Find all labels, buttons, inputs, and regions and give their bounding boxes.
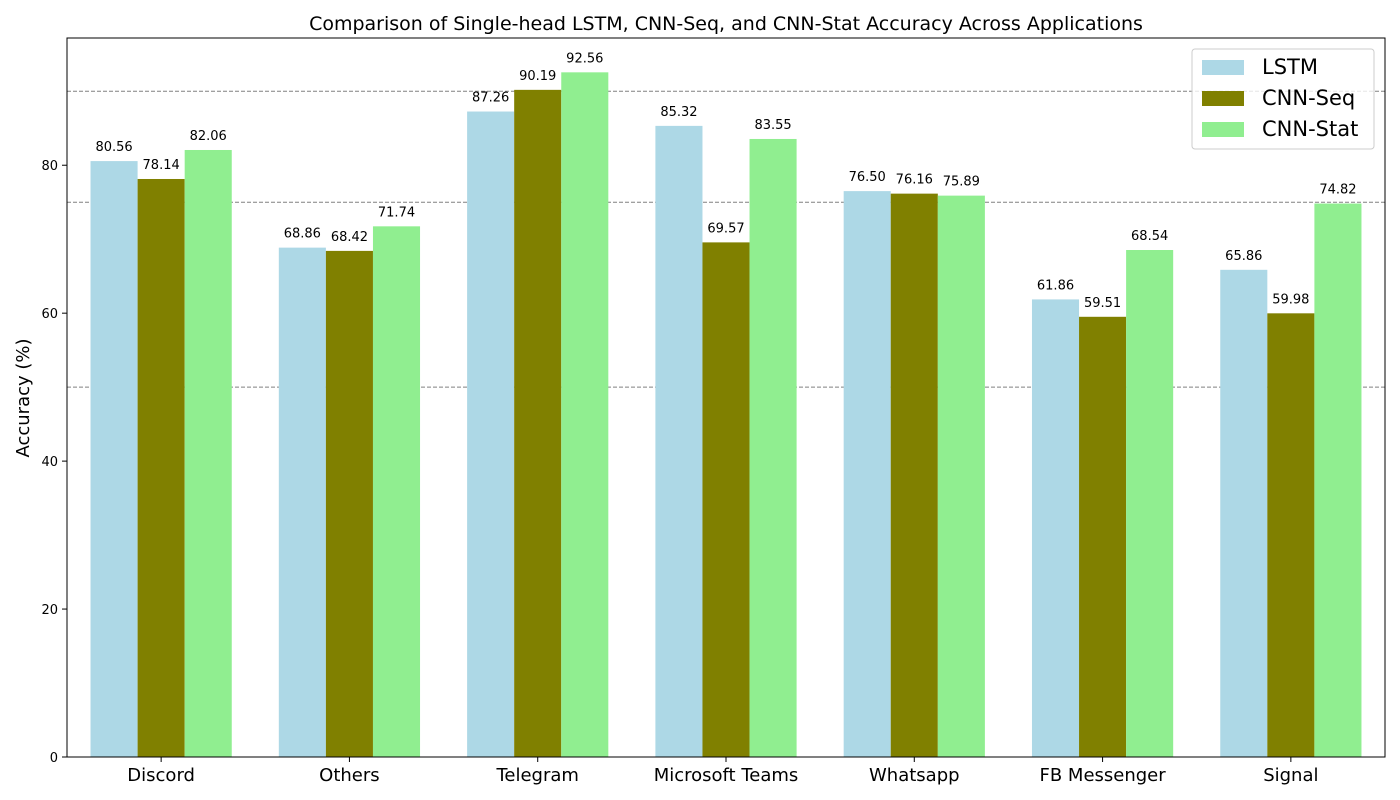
- x-tick-label: Whatsapp: [869, 765, 960, 786]
- bar-cnn-stat: [561, 72, 609, 757]
- bar-cnn-seq: [325, 250, 373, 757]
- bar-value-label: 78.14: [143, 158, 180, 173]
- legend-label: CNN-Stat: [1262, 117, 1358, 141]
- bar-lstm: [1220, 269, 1268, 757]
- bar-lstm: [278, 247, 326, 757]
- bar-cnn-stat: [1126, 250, 1174, 757]
- legend-label: LSTM: [1262, 55, 1318, 79]
- bar-value-label: 76.16: [896, 173, 933, 188]
- bar-value-label: 90.19: [519, 69, 556, 84]
- legend-label: CNN-Seq: [1262, 86, 1355, 110]
- y-tick-label: 20: [41, 603, 58, 618]
- bar-value-label: 68.54: [1131, 229, 1168, 244]
- bar-value-label: 65.86: [1225, 249, 1262, 264]
- bar-value-label: 69.57: [707, 221, 744, 236]
- bar-value-label: 80.56: [95, 140, 132, 155]
- bar-value-labels: 80.56 68.86 87.26 85.32 76.50 61.86 65.86 78.14…: [95, 51, 1356, 310]
- bar-cnn-seq: [890, 193, 938, 758]
- legend: LSTM CNN-Seq CNN-Stat: [1191, 48, 1375, 150]
- y-tick-label: 0: [50, 751, 58, 766]
- x-tick-label: Telegram: [495, 765, 578, 786]
- bar-cnn-stat: [184, 149, 232, 758]
- bar-value-label: 92.56: [566, 51, 603, 66]
- bar-value-label: 85.32: [660, 105, 697, 120]
- bar-cnn-stat: [372, 226, 421, 757]
- y-tick-label: 80: [41, 159, 58, 174]
- bar-value-label: 61.86: [1037, 278, 1074, 293]
- y-axis-label: Accuracy (%): [13, 338, 34, 457]
- x-tick-label: FB Messenger: [1039, 765, 1166, 786]
- bar-lstm: [90, 161, 138, 757]
- bar-value-label: 74.82: [1319, 183, 1356, 198]
- bar-lstm: [843, 191, 891, 758]
- bar-cnn-stat: [749, 138, 797, 757]
- bar-cnn-seq: [514, 89, 562, 757]
- bar-value-label: 82.06: [190, 129, 227, 144]
- bar-value-label: 68.86: [284, 227, 321, 242]
- bar-lstm: [655, 125, 703, 757]
- bar-cnn-seq: [702, 242, 750, 758]
- bar-cnn-seq: [1267, 313, 1315, 757]
- bar-cnn-stat: [937, 195, 985, 757]
- x-tick-label: Microsoft Teams: [654, 765, 799, 786]
- bar-value-label: 75.89: [943, 175, 980, 190]
- legend-swatch: [1202, 91, 1244, 106]
- x-tick-label: Discord: [127, 765, 195, 786]
- legend-swatch: [1202, 60, 1244, 75]
- bar-value-label: 59.98: [1272, 292, 1309, 307]
- x-tick-label: Signal: [1263, 765, 1318, 786]
- x-tick-label: Others: [319, 765, 380, 786]
- bar-value-label: 83.55: [754, 118, 791, 133]
- bar-value-label: 71.74: [378, 205, 415, 220]
- bar-value-label: 68.42: [331, 230, 368, 245]
- bar-cnn-seq: [137, 178, 185, 758]
- bar-value-label: 76.50: [849, 170, 886, 185]
- y-axis: 0 20 40 60 80: [41, 159, 67, 766]
- y-tick-label: 60: [41, 307, 58, 322]
- bar-lstm: [467, 111, 515, 758]
- bar-cnn-seq: [1079, 316, 1127, 757]
- bar-lstm: [1031, 299, 1080, 757]
- legend-swatch: [1202, 122, 1244, 137]
- chart-title: Comparison of Single-head LSTM, CNN-Seq,…: [309, 13, 1143, 35]
- bars: [90, 72, 1362, 758]
- bar-value-label: 59.51: [1084, 296, 1121, 311]
- y-tick-label: 40: [41, 455, 58, 470]
- bar-value-label: 87.26: [472, 91, 509, 106]
- x-axis: Discord Others Telegram Microsoft Teams What…: [127, 757, 1319, 786]
- bar-cnn-stat: [1314, 203, 1362, 757]
